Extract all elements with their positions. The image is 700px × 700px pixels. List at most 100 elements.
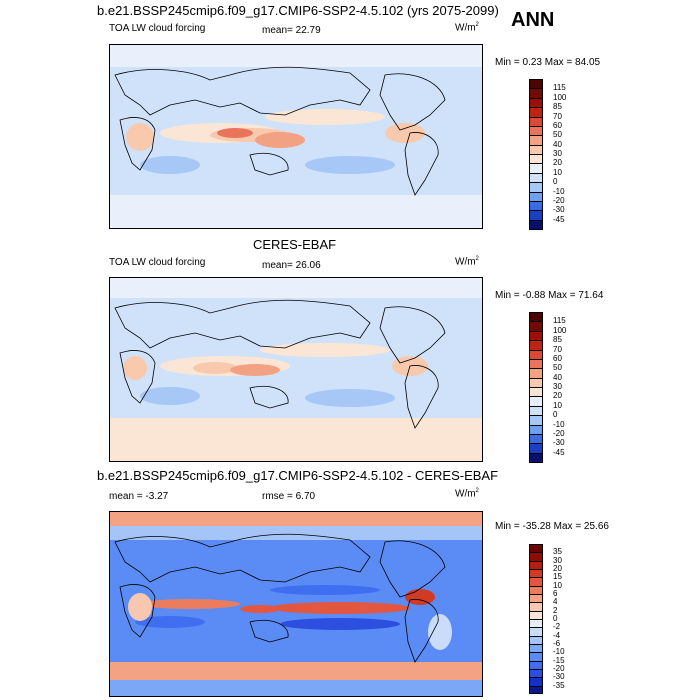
- panel3-colorbar: 35 30 20 15 10 6 4 2 0 -2 -4 -6 -10 -15 -20 -30 -35: [529, 544, 589, 695]
- colorbar-cell: [529, 552, 543, 562]
- panel3-units-base: W/m: [455, 488, 476, 500]
- colorbar-tick-label: 20: [553, 158, 562, 168]
- colorbar-tick-label: 30: [553, 555, 562, 565]
- colorbar-tick-label: -30: [553, 205, 565, 215]
- colorbar-tick-label: 20: [553, 564, 562, 573]
- colorbar-tick-label: 30: [553, 149, 562, 158]
- panel3-mean: mean = -3.27: [109, 491, 168, 502]
- colorbar-cell: [529, 163, 543, 174]
- colorbar-cell: [529, 660, 543, 670]
- colorbar-tick-label: 50: [553, 130, 562, 140]
- colorbar-cell: [529, 210, 543, 221]
- colorbar-tick-label: 100: [553, 325, 567, 335]
- case-title: b.e21.BSSP245cmip6.f09_g17.CMIP6-SSP2-4.…: [97, 3, 499, 18]
- panel2-map: [109, 277, 483, 462]
- colorbar-cell: [529, 569, 543, 578]
- panel3-rmse-value: 6.70: [295, 491, 316, 502]
- colorbar-cell: [529, 191, 543, 202]
- colorbar-tick-label: 10: [553, 167, 562, 177]
- colorbar-tick-label: 6: [553, 589, 558, 598]
- colorbar-tick-label: -30: [553, 438, 565, 448]
- colorbar-cell: [529, 79, 543, 89]
- panel1-mean-value: 22.79: [295, 25, 321, 36]
- colorbar-tick-label: 10: [553, 580, 562, 590]
- panel2-title: CERES-EBAF: [253, 237, 337, 252]
- panel1-colorbar: 115 100 85 70 60 50 40 30 20 10 0 -10 -20 -30 -45: [529, 79, 589, 230]
- colorbar-tick-label: 0: [553, 410, 558, 420]
- colorbar-cell: [529, 594, 543, 603]
- colorbar-tick-label: 50: [553, 363, 562, 373]
- colorbar-cell: [529, 154, 543, 164]
- colorbar-cell: [529, 312, 543, 322]
- colorbar-tick-label: 30: [553, 382, 562, 391]
- colorbar-tick-label: -2: [553, 622, 561, 632]
- colorbar-cell: [529, 577, 543, 587]
- colorbar-cell: [529, 349, 543, 360]
- colorbar-tick-label: 0: [553, 177, 558, 187]
- colorbar-tick-label: -4: [553, 630, 561, 640]
- colorbar-tick-label: -20: [553, 664, 565, 673]
- panel1-minmax: Min = 0.23 Max = 84.05: [495, 57, 601, 68]
- colorbar-cell: [529, 644, 543, 653]
- colorbar-cell: [529, 330, 543, 341]
- colorbar-cell: [529, 452, 543, 463]
- colorbar-tick-label: 0: [553, 614, 558, 623]
- colorbar-tick-label: -20: [553, 428, 565, 438]
- colorbar-cell: [529, 635, 543, 645]
- colorbar-cell: [529, 144, 543, 155]
- colorbar-cell: [529, 219, 543, 230]
- colorbar-tick-label: -20: [553, 195, 565, 205]
- panel3-mean-label: mean =: [109, 491, 143, 502]
- colorbar-tick-label: 4: [553, 597, 558, 607]
- panel2-units-sup: 2: [475, 256, 479, 262]
- panel2-minmax: Min = -0.88 Max = 71.64: [495, 290, 604, 301]
- colorbar-tick-label: 70: [553, 111, 562, 121]
- panel2-units-base: W/m: [455, 256, 476, 268]
- colorbar-cell: [529, 182, 543, 192]
- panel3-units-sup: 2: [475, 488, 479, 494]
- colorbar-tick-label: 40: [553, 372, 562, 382]
- colorbar-cell: [529, 97, 543, 108]
- colorbar-tick-label: 35: [553, 547, 562, 557]
- panel2-mean: mean= 26.06: [262, 260, 321, 271]
- season-label: ANN: [511, 9, 555, 31]
- colorbar-tick-label: 40: [553, 139, 562, 149]
- colorbar-cell: [529, 125, 543, 136]
- colorbar-cell: [529, 172, 543, 183]
- panel3-units: W/m2: [455, 488, 479, 499]
- colorbar-tick-label: -10: [553, 647, 565, 657]
- colorbar-cell: [529, 387, 543, 397]
- colorbar-cell: [529, 685, 543, 695]
- colorbar-cell: [529, 627, 543, 637]
- colorbar-tick-label: -15: [553, 655, 565, 665]
- panel1-variable-label: TOA LW cloud forcing: [109, 23, 206, 34]
- colorbar-tick-label: 60: [553, 353, 562, 363]
- colorbar-tick-label: -10: [553, 419, 565, 429]
- colorbar-cell: [529, 340, 543, 350]
- colorbar-cell: [529, 377, 543, 388]
- panel1-units-base: W/m: [455, 22, 476, 34]
- panel3-map-svg: [110, 512, 482, 696]
- panel2-variable-label: TOA LW cloud forcing: [109, 257, 206, 268]
- panel2-mean-value: 26.06: [295, 260, 321, 271]
- colorbar-cell: [529, 396, 543, 407]
- colorbar-cell: [529, 415, 543, 425]
- colorbar-cell: [529, 135, 543, 146]
- colorbar-tick-label: 10: [553, 400, 562, 410]
- panel1-units-sup: 2: [475, 22, 479, 28]
- colorbar-tick-label: 15: [553, 572, 562, 582]
- colorbar-cell: [529, 443, 543, 454]
- colorbar-tick-label: -35: [553, 680, 565, 690]
- colorbar-cell: [529, 88, 543, 99]
- colorbar-cell: [529, 652, 543, 662]
- colorbar-tick-label: -6: [553, 639, 561, 648]
- panel3-rmse: rmse = 6.70: [262, 491, 315, 502]
- colorbar-cell: [529, 619, 543, 628]
- panel1-map-svg: [110, 45, 482, 228]
- panel3-mean-value: -3.27: [145, 491, 169, 502]
- panel3-minmax: Min = -35.28 Max = 25.66: [495, 521, 609, 532]
- colorbar-tick-label: 20: [553, 391, 562, 401]
- panel2-units: W/m2: [455, 256, 479, 267]
- colorbar-tick-label: -45: [553, 214, 565, 224]
- panel1-mean: mean= 22.79: [262, 25, 321, 36]
